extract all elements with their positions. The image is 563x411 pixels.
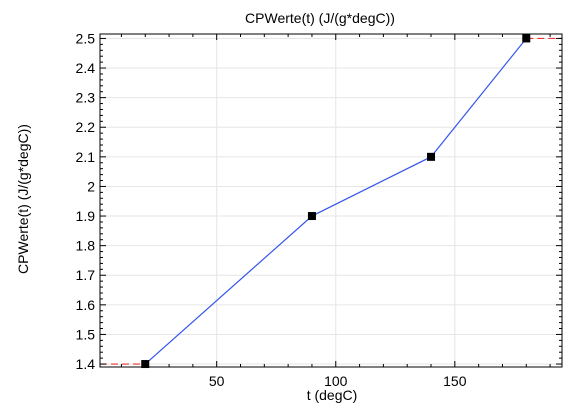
y-tick-label: 1.9 bbox=[76, 208, 96, 224]
y-tick-label: 1.6 bbox=[76, 297, 96, 313]
y-tick-label: 1.5 bbox=[76, 326, 96, 342]
y-tick-label: 2.5 bbox=[76, 30, 96, 46]
grid bbox=[100, 34, 562, 367]
x-tick-label: 100 bbox=[324, 373, 348, 389]
series-line bbox=[144, 38, 527, 365]
extrapolation-lines bbox=[100, 37, 562, 365]
y-tick-label: 1.7 bbox=[76, 267, 96, 283]
chart-title: CPWerte(t) (J/(g*degC)) bbox=[245, 10, 395, 26]
y-tick-label: 2 bbox=[87, 178, 95, 194]
plot-frame bbox=[99, 33, 563, 368]
y-tick-label: 1.4 bbox=[76, 356, 96, 372]
data-point-marker bbox=[307, 212, 316, 221]
x-tick-label: 50 bbox=[209, 373, 225, 389]
y-tick-label: 2.4 bbox=[76, 60, 96, 76]
y-axis-label: CPWerte(t) (J/(g*degC)) bbox=[15, 124, 31, 274]
axes: 50 100 150 1.4 1.5 1.6 1.7 1.8 1.9 2 2.1 2.2 2.3 2.4 2… bbox=[76, 30, 562, 389]
y-tick-label: 2.2 bbox=[76, 119, 96, 135]
y-tick-label: 1.8 bbox=[76, 238, 96, 254]
x-axis-label: t (degC) bbox=[307, 387, 358, 403]
data-point-marker bbox=[522, 34, 531, 43]
y-tick-label: 2.1 bbox=[76, 149, 96, 165]
x-tick-label: 150 bbox=[443, 373, 467, 389]
y-tick-label: 2.3 bbox=[76, 90, 96, 106]
data-point-marker bbox=[427, 152, 436, 161]
